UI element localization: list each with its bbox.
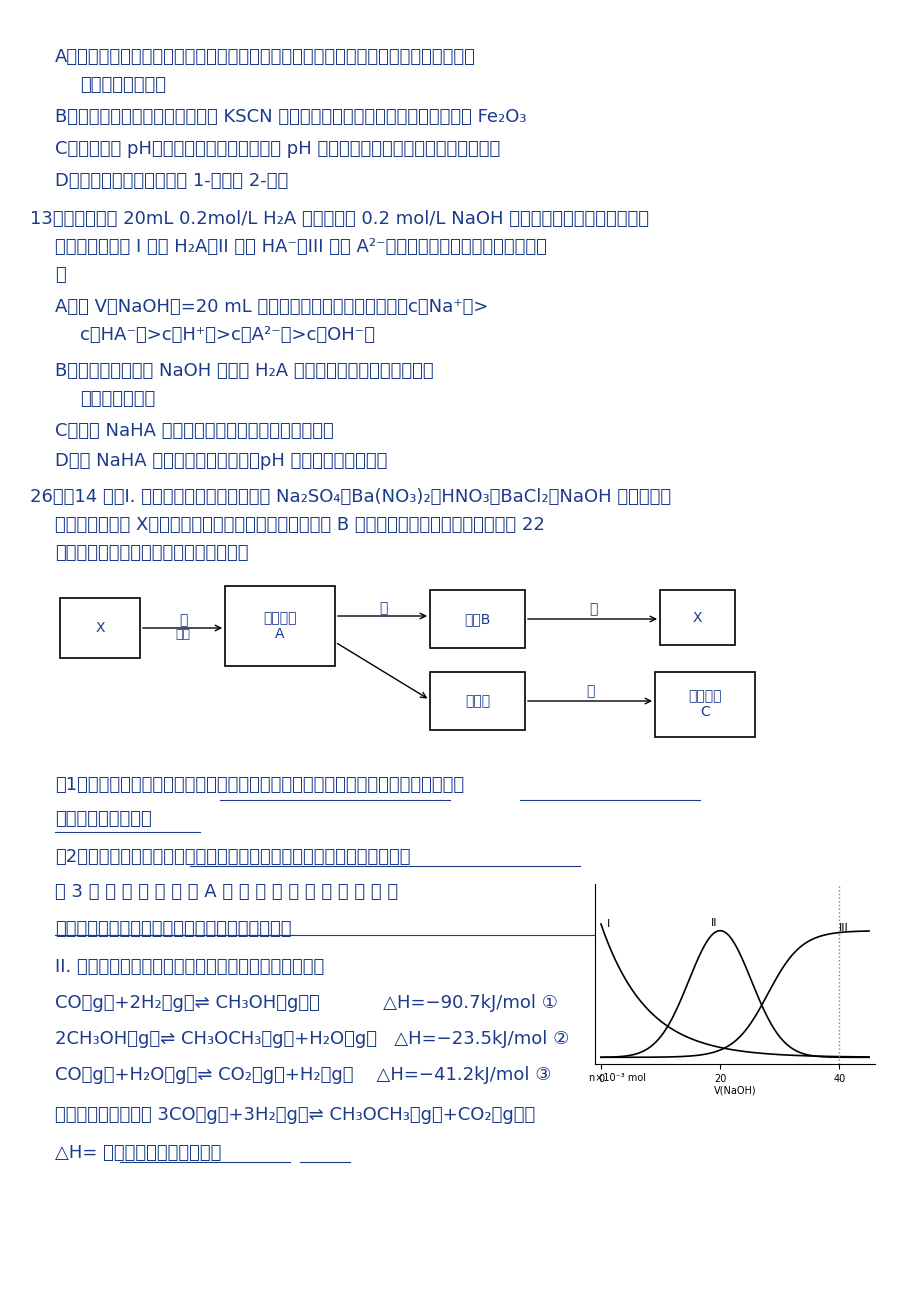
Text: C: C [699, 706, 709, 720]
Text: 白色沉淀: 白色沉淀 [263, 611, 297, 625]
Text: 甲: 甲 [178, 613, 187, 628]
Bar [429, 590, 525, 648]
Text: II: II [710, 918, 717, 927]
Text: A．当 V（NaOH）=20 mL 时，溶液中离子浓度大小关系：c（Na⁺）>: A．当 V（NaOH）=20 mL 时，溶液中离子浓度大小关系：c（Na⁺）> [55, 298, 488, 316]
Text: III: III [838, 923, 848, 932]
Bar [429, 672, 525, 730]
Text: 2CH₃OH（g）⇌ CH₃OCH₃（g）+H₂O（g）   △H=−23.5kJ/mol ②: 2CH₃OH（g）⇌ CH₃OCH₃（g）+H₂O（g） △H=−23.5kJ/… [55, 1030, 569, 1048]
Text: 白色沉淀: 白色沉淀 [687, 690, 721, 703]
Text: 是: 是 [55, 266, 65, 284]
Text: D．用核磁共振氢谱图鉴别 1-丙醇和 2-丙醇: D．用核磁共振氢谱图鉴别 1-丙醇和 2-丙醇 [55, 172, 288, 190]
Text: 离程度比纯水大: 离程度比纯水大 [80, 391, 155, 408]
Text: ＿＿＿＿＿＿＿＿；: ＿＿＿＿＿＿＿＿； [55, 810, 152, 828]
Text: II. 已知：工业制备二甲醚的催化反应室中进行下列反应: II. 已知：工业制备二甲醚的催化反应室中进行下列反应 [55, 958, 323, 976]
Text: 13．常温下，向 20mL 0.2mol/L H₂A 溶液中滴加 0.2 mol/L NaOH 溶液。有关微粒的物质的量变: 13．常温下，向 20mL 0.2mol/L H₂A 溶液中滴加 0.2 mol… [30, 210, 648, 228]
Bar [225, 586, 335, 667]
Text: A．证明一瓶红棕色气体是溴蒸气还是二氧化氮，可用湿润的碘化钾一淀粉试纸检验，观: A．证明一瓶红棕色气体是溴蒸气还是二氧化氮，可用湿润的碘化钾一淀粉试纸检验，观 [55, 48, 475, 66]
Text: 26．（14 分）I. 甲、乙、丙、丁、戊分别是 Na₂SO₄、Ba(NO₃)₂、HNO₃、BaCl₂、NaOH 五种溶液中: 26．（14 分）I. 甲、乙、丙、丁、戊分别是 Na₂SO₄、Ba(NO₃)₂… [30, 488, 670, 506]
Text: CO（g）+H₂O（g）⇌ CO₂（g）+H₂（g）    △H=−41.2kJ/mol ③: CO（g）+H₂O（g）⇌ CO₂（g）+H₂（g） △H=−41.2kJ/mo… [55, 1066, 550, 1085]
Text: X: X [692, 611, 701, 625]
Text: n×10⁻³ mol: n×10⁻³ mol [588, 1073, 645, 1083]
Text: I: I [607, 919, 609, 930]
Text: X: X [96, 621, 105, 635]
Text: （ 3 ） 写 出 白 色 沉 淀 A 与 乙 反 应 的 离 子 方 程 式 为: （ 3 ） 写 出 白 色 沉 淀 A 与 乙 反 应 的 离 子 方 程 式 … [55, 883, 398, 901]
Text: 乙: 乙 [379, 602, 387, 615]
Text: c（HA⁻）>c（H⁺）>c（A²⁻）>c（OH⁻）: c（HA⁻）>c（H⁺）>c（A²⁻）>c（OH⁻） [80, 326, 375, 344]
Text: 催化反应室中总反应 3CO（g）+3H₂（g）⇌ CH₃OCH₃（g）+CO₂（g）的: 催化反应室中总反应 3CO（g）+3H₂（g）⇌ CH₃OCH₃（g）+CO₂（… [55, 1105, 535, 1124]
Text: 的一种，现利用 X（一种钠盐）溶液鉴别它们，已知气体 B 的密度在同温同压下是氢气密度的 22: 的一种，现利用 X（一种钠盐）溶液鉴别它们，已知气体 B 的密度在同温同压下是氢… [55, 516, 544, 534]
Text: ＿＿＿＿＿＿＿＿＿＿＿＿＿＿＿＿＿＿＿＿＿。: ＿＿＿＿＿＿＿＿＿＿＿＿＿＿＿＿＿＿＿＿＿。 [55, 921, 291, 937]
Text: B．铝热剂溶于足量稀盐酸再滴加 KSCN 溶液，未出现血红色，铝热剂中一定不含 Fe₂O₃: B．铝热剂溶于足量稀盐酸再滴加 KSCN 溶液，未出现血红色，铝热剂中一定不含 … [55, 108, 526, 126]
Text: CO（g）+2H₂（g）⇌ CH₃OH（g），           △H=−90.7kJ/mol ①: CO（g）+2H₂（g）⇌ CH₃OH（g）， △H=−90.7kJ/mol ① [55, 993, 557, 1012]
Text: B．等体积等浓度的 NaOH 溶液与 H₂A 溶液混合后，其溶液中水的电: B．等体积等浓度的 NaOH 溶液与 H₂A 溶液混合后，其溶液中水的电 [55, 362, 433, 380]
Text: 化如下图（其中 I 代表 H₂A，II 代表 HA⁻，III 代表 A²⁻）根据图示判断，下列说法正确的: 化如下图（其中 I 代表 H₂A，II 代表 HA⁻，III 代表 A²⁻）根据… [55, 238, 546, 256]
Bar [60, 598, 140, 658]
Text: 察试纸颜色的变化: 察试纸颜色的变化 [80, 76, 165, 94]
Text: 戊: 戊 [588, 602, 596, 616]
Text: 气体B: 气体B [464, 612, 490, 626]
X-axis label: V(NaOH): V(NaOH) [713, 1085, 755, 1095]
Text: △H= ＿＿＿＿＿＿。＿＿＿。: △H= ＿＿＿＿＿＿。＿＿＿。 [55, 1144, 221, 1161]
Text: C．测氯水的 pH，可用玻璃棒蘸取氯水点在 pH 试纸上，待其变色后和标准比色卡比较: C．测氯水的 pH，可用玻璃棒蘸取氯水点在 pH 试纸上，待其变色后和标准比色卡… [55, 141, 500, 158]
Bar [654, 672, 754, 737]
Bar [659, 590, 734, 644]
Text: 过滤: 过滤 [176, 628, 190, 641]
Text: A: A [275, 628, 285, 641]
Text: 倍。试根据下图中的转化关系回答问题：: 倍。试根据下图中的转化关系回答问题： [55, 544, 248, 562]
Text: （2）戊的电子式为＿＿＿＿＿＿＿＿＿＿＿＿＿＿＿＿＿＿＿＿＿＿＿；: （2）戊的电子式为＿＿＿＿＿＿＿＿＿＿＿＿＿＿＿＿＿＿＿＿＿＿＿； [55, 848, 410, 866]
Text: 溶液丙: 溶液丙 [464, 694, 490, 708]
Text: C．欲使 NaHA 溶液呈中性，可以向其中加入酸或碱: C．欲使 NaHA 溶液呈中性，可以向其中加入酸或碱 [55, 422, 334, 440]
Text: 丁: 丁 [585, 684, 594, 698]
Text: D．向 NaHA 溶液加入水的过程中，pH 可能增大也可能减少: D．向 NaHA 溶液加入水的过程中，pH 可能增大也可能减少 [55, 452, 387, 470]
Text: （1）下列物质的化学式分别为：甲＿＿＿＿＿＿＿＿＿＿、丙＿＿＿＿＿＿＿＿、丁: （1）下列物质的化学式分别为：甲＿＿＿＿＿＿＿＿＿＿、丙＿＿＿＿＿＿＿＿、丁 [55, 776, 463, 794]
